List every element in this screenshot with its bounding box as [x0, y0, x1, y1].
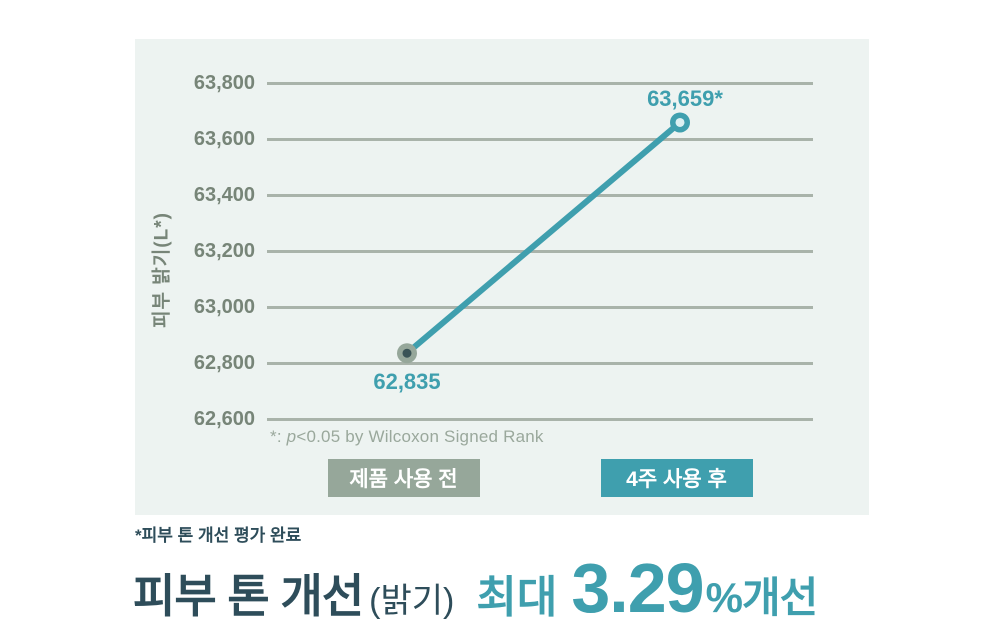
gridline	[267, 249, 813, 253]
y-tick-label: 62,600	[193, 408, 255, 430]
headline-percent-suffix: %개선	[705, 574, 819, 621]
headline-title: 피부 톤 개선	[133, 570, 364, 622]
point-after-center	[675, 117, 685, 127]
legend-row: 제품 사용 전 4주 사용 후	[267, 459, 813, 497]
footnote-prefix: *:	[270, 427, 287, 446]
headline: 피부 톤 개선 (밝기) 최대 3.29 %개선	[133, 548, 893, 628]
headline-paren: (밝기)	[369, 582, 455, 620]
y-tick-label: 63,000	[193, 296, 255, 318]
headline-percent-value: 3.29	[571, 549, 704, 627]
legend-after-chip: 4주 사용 후	[600, 459, 753, 497]
trend-line-svg	[397, 112, 690, 364]
y-tick-label: 63,200	[193, 240, 255, 262]
gridline	[267, 305, 813, 309]
headline-max-label: 최대	[476, 573, 558, 622]
evaluation-note: *피부 톤 개선 평가 완료	[135, 526, 302, 545]
data-label-before: 62,835	[373, 369, 441, 394]
y-tick-label: 63,600	[193, 128, 255, 150]
y-tick-label: 63,400	[193, 184, 255, 206]
chart-panel: 피부 밝기(L*) 63,800 63,600 63,400 63,200 63,000…	[135, 39, 869, 515]
footnote-p: p	[286, 427, 297, 446]
gridline	[267, 361, 813, 365]
gridline	[267, 81, 813, 85]
y-tick-label: 62,800	[193, 352, 255, 374]
trend-line	[404, 119, 683, 357]
gridline	[267, 417, 813, 421]
data-label-after: 63,659*	[647, 86, 723, 111]
footnote-rest: <0.05 by Wilcoxon Signed Rank	[296, 427, 544, 446]
significance-footnote: *: p<0.05 by Wilcoxon Signed Rank	[270, 427, 544, 447]
gridline	[267, 193, 813, 197]
point-before-center	[402, 348, 412, 358]
gridline	[267, 137, 813, 141]
y-tick-label: 63,800	[193, 72, 255, 94]
legend-before-chip: 제품 사용 전	[327, 459, 480, 497]
